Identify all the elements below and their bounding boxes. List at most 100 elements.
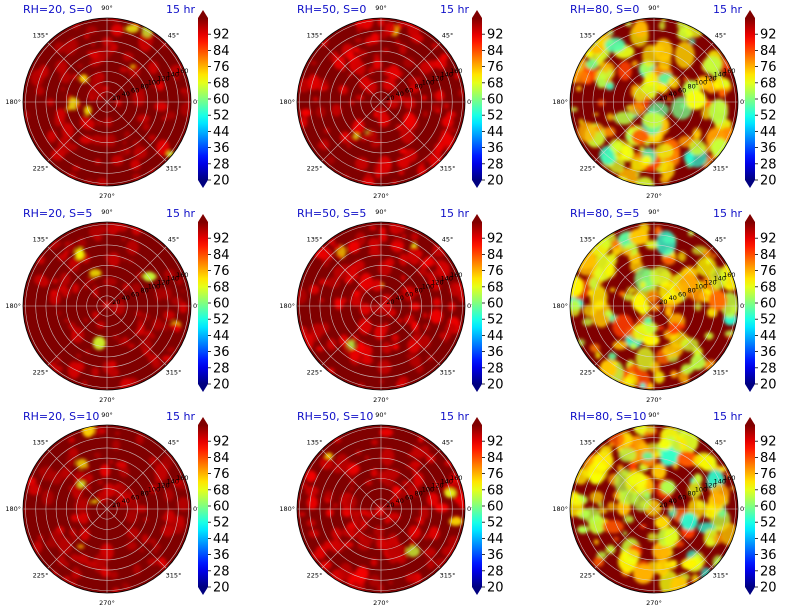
- field-blob: [377, 155, 392, 175]
- field-blob: [33, 540, 43, 553]
- field-blob: [101, 496, 108, 503]
- panel-time: 15 hr: [166, 410, 195, 423]
- field-blob: [73, 470, 87, 485]
- colorbar-tick-label: 52: [213, 313, 230, 328]
- angular-gridline: [47, 246, 108, 307]
- colorbar-tick-label: 68: [760, 280, 777, 295]
- field-blob: [359, 303, 372, 316]
- angular-gridline: [594, 449, 655, 510]
- panel-title: RH=50, S=5: [297, 207, 367, 220]
- field-blob: [668, 322, 681, 335]
- colorbar-extend-max: [745, 417, 755, 425]
- field-blob: [137, 318, 144, 327]
- field-blob: [176, 483, 187, 490]
- angular-gridline: [321, 508, 382, 569]
- radial-tick-label: 20: [659, 94, 667, 102]
- field-blob: [312, 96, 319, 102]
- colorbar-tick-label: 92: [760, 28, 777, 43]
- field-blob: [55, 108, 66, 122]
- radial-tick-label: 40: [669, 294, 677, 302]
- polar-outline: [296, 424, 466, 594]
- radial-tick-label: 120: [157, 75, 169, 83]
- radial-tick-label: 40: [396, 294, 404, 302]
- colorbar-gradient: [198, 425, 208, 587]
- angular-gridline: [321, 101, 382, 162]
- colorbar-tick-label: 76: [760, 467, 777, 482]
- colorbar-tick-label: 52: [487, 109, 504, 124]
- field-blob: [622, 249, 632, 256]
- polar-outline: [569, 424, 739, 594]
- angle-tick-label: 315°: [166, 165, 182, 173]
- angle-tick-label: 315°: [166, 369, 182, 377]
- field-blob: [127, 489, 134, 496]
- field-blob: [413, 472, 424, 487]
- field-blob: [68, 485, 74, 492]
- field-blob: [434, 142, 444, 154]
- field-blob: [613, 111, 634, 125]
- colorbar-tick-label: 52: [213, 109, 230, 124]
- angle-tick-label: 90°: [375, 411, 387, 419]
- field-blob: [676, 451, 698, 467]
- radial-tick-label: 60: [405, 493, 413, 501]
- panel-title: RH=20, S=0: [23, 3, 93, 16]
- field-blob: [418, 436, 424, 443]
- field-blob: [651, 463, 667, 480]
- angle-tick-label: 180°: [279, 505, 295, 513]
- field-blob: [355, 94, 365, 101]
- field-blob: [108, 459, 114, 464]
- field-blobs: [570, 18, 737, 186]
- angle-tick-label: 90°: [648, 411, 660, 419]
- colorbar-tick-label: 68: [487, 280, 504, 295]
- field-blob: [161, 355, 173, 362]
- field-blob: [622, 531, 628, 536]
- field-blob: [171, 515, 185, 534]
- radial-tick-label: 100: [695, 283, 707, 291]
- radial-tick-label: 120: [431, 75, 443, 83]
- colorbar-extend-min: [198, 587, 208, 595]
- field-blob: [69, 528, 77, 537]
- field-blob: [406, 545, 421, 558]
- field-blob: [597, 99, 606, 107]
- field-blob: [605, 544, 616, 554]
- field-blob: [52, 278, 59, 284]
- radial-tick-label: 80: [414, 489, 422, 497]
- field-blob: [612, 340, 628, 350]
- field-blob: [66, 454, 76, 467]
- field-blob: [133, 563, 142, 575]
- angle-tick-label: 270°: [373, 599, 389, 607]
- colorbar-tick-label: 36: [487, 345, 504, 360]
- radial-tick-label: 60: [678, 290, 686, 298]
- field-blob: [623, 293, 634, 301]
- field-blob: [662, 343, 683, 358]
- angle-tick-label: 135°: [33, 439, 49, 447]
- polar-plot: 90°45°0°315°270°225°180°135°20 40 60 80 1001…: [279, 208, 474, 404]
- field-blob: [599, 445, 613, 459]
- field-blob: [64, 242, 69, 245]
- field-blob: [344, 511, 351, 518]
- angle-tick-label: 225°: [33, 369, 49, 377]
- field-blob: [306, 496, 318, 510]
- field-blob: [38, 64, 49, 78]
- field-blob: [593, 112, 599, 116]
- field-blob: [403, 96, 416, 110]
- colorbar-tick-label: 60: [760, 93, 777, 108]
- field-blob: [111, 155, 124, 166]
- field-blob: [674, 41, 695, 69]
- field-blob: [126, 239, 139, 255]
- field-blob: [368, 574, 381, 587]
- field-blob: [372, 58, 382, 70]
- field-blob: [369, 225, 377, 231]
- angle-tick-label: 90°: [101, 4, 113, 12]
- colorbar-tick-label: 36: [760, 345, 777, 360]
- field-blob: [325, 508, 333, 517]
- field-blob: [107, 367, 120, 378]
- radial-tick-label: 40: [669, 497, 677, 505]
- field-blob: [382, 78, 396, 92]
- field-blob: [69, 257, 82, 266]
- radial-tick-label: 160: [450, 474, 462, 482]
- radial-tick-label: 120: [157, 279, 169, 287]
- field-blob: [617, 61, 632, 81]
- field-blob: [674, 540, 685, 548]
- colorbar-extend-min: [745, 587, 755, 595]
- field-blob: [570, 497, 584, 517]
